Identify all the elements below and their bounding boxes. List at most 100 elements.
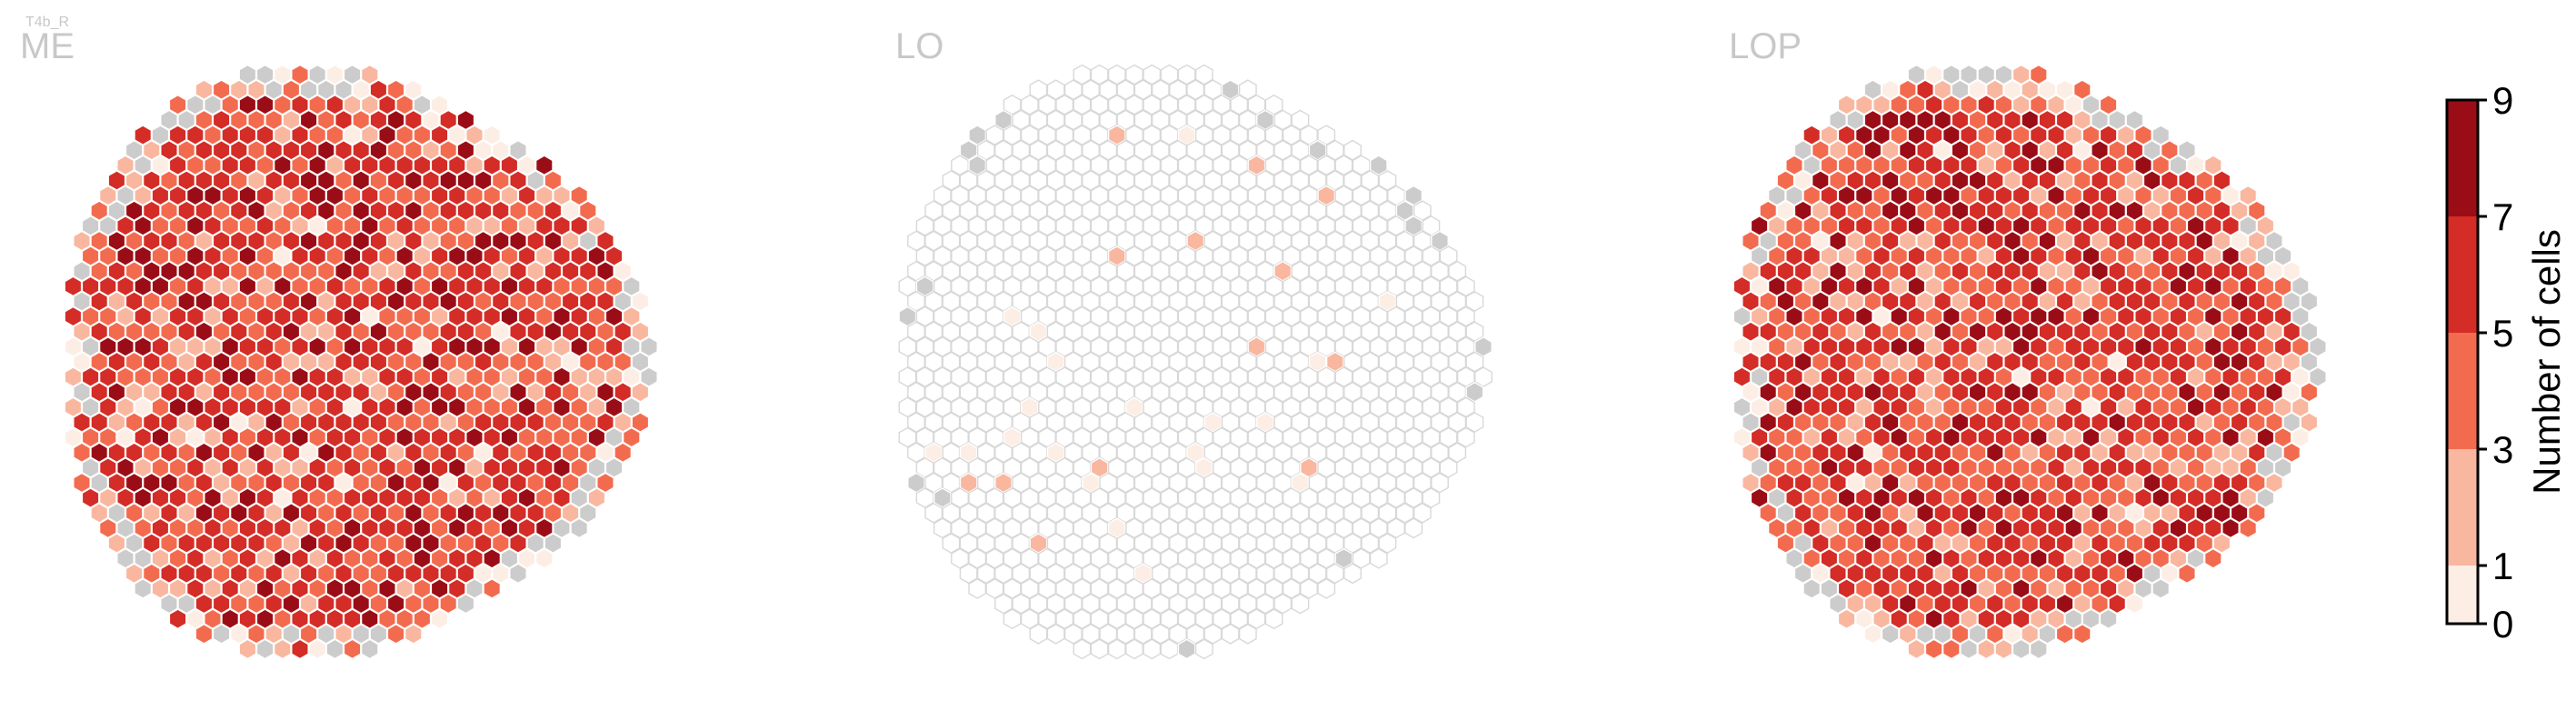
hex-cell xyxy=(1186,623,1205,645)
hex-cell xyxy=(1820,215,1839,236)
hex-cell xyxy=(1916,321,1934,343)
hex-cell xyxy=(509,381,527,403)
hex-cell xyxy=(378,215,396,236)
hex-cell xyxy=(1186,533,1205,554)
hex-cell xyxy=(1942,155,1961,176)
hex-cell xyxy=(160,381,178,403)
hex-cell xyxy=(1003,335,1022,357)
hex-cell xyxy=(282,291,301,312)
hex-cell xyxy=(229,291,248,312)
hex-cell xyxy=(1431,291,1449,312)
hex-cell xyxy=(325,64,344,85)
hex-cell xyxy=(395,517,414,539)
hex-cell xyxy=(1994,366,2013,388)
hex-cell xyxy=(1221,472,1240,494)
hex-cell xyxy=(898,275,917,297)
hex-cell xyxy=(1099,291,1118,312)
hex-cell xyxy=(1273,291,1293,312)
hex-cell xyxy=(2160,200,2179,222)
hex-cell xyxy=(1985,563,2004,585)
hex-cell xyxy=(2222,426,2240,448)
hex-cell xyxy=(534,185,554,206)
hex-cell xyxy=(1325,533,1344,554)
hex-cell xyxy=(369,412,388,433)
hex-cell xyxy=(1194,577,1213,599)
hex-cell xyxy=(1960,125,1978,146)
hex-cell xyxy=(2239,335,2258,357)
hex-cell xyxy=(107,442,126,464)
hex-cell xyxy=(160,200,178,222)
hex-cell xyxy=(951,456,969,478)
hex-cell xyxy=(526,230,545,252)
hex-cell xyxy=(1264,456,1283,478)
hex-cell xyxy=(1325,472,1344,494)
hex-cell xyxy=(2055,533,2074,554)
hex-cell xyxy=(1256,200,1274,222)
hex-cell xyxy=(422,442,440,464)
hex-cell xyxy=(2064,487,2083,509)
hex-cell xyxy=(1863,139,1882,161)
hex-cell xyxy=(1924,487,1943,509)
hex-cell xyxy=(1116,533,1135,554)
hex-cell xyxy=(491,442,510,464)
hex-cell xyxy=(2038,351,2057,373)
hex-cell xyxy=(553,426,571,448)
hex-cell xyxy=(1750,335,1769,357)
hex-cell xyxy=(2116,155,2135,176)
hex-cell xyxy=(491,139,510,161)
hex-cell xyxy=(1317,396,1336,418)
hex-cell xyxy=(343,456,362,478)
hex-cell xyxy=(2055,139,2074,161)
hex-cell xyxy=(1802,125,1822,146)
hex-cell xyxy=(1273,200,1293,222)
hex-cell xyxy=(447,547,466,569)
hex-cell xyxy=(1247,245,1266,267)
hex-cell xyxy=(1837,245,1856,267)
hex-cell xyxy=(1063,412,1083,433)
hex-cell xyxy=(1221,139,1240,161)
hex-cell xyxy=(1829,200,1847,222)
hex-cell xyxy=(395,305,414,327)
hex-cell xyxy=(221,577,240,599)
hex-cell xyxy=(273,608,292,630)
hex-cell xyxy=(2116,396,2135,418)
hex-cell xyxy=(570,456,589,478)
hex-cell xyxy=(1872,335,1891,357)
hex-cell xyxy=(1907,517,1926,539)
hex-cell xyxy=(483,245,502,267)
hex-cell xyxy=(994,593,1013,615)
hex-cell xyxy=(1960,638,1978,660)
hex-cell xyxy=(534,305,554,327)
hex-cell xyxy=(2003,170,2022,191)
hex-cell xyxy=(430,517,449,539)
hex-cell xyxy=(1160,215,1179,236)
hex-cell xyxy=(456,593,475,615)
hex-cell xyxy=(177,412,196,433)
hex-cell xyxy=(2055,200,2074,222)
hex-cell xyxy=(352,472,371,494)
hex-cell xyxy=(2152,456,2171,478)
hex-cell xyxy=(933,245,952,267)
hex-cell xyxy=(1811,139,1830,161)
hex-cell xyxy=(985,396,1004,418)
hex-cell xyxy=(151,517,170,539)
hex-cell xyxy=(976,200,995,222)
hex-cell xyxy=(247,563,265,585)
hex-cell xyxy=(2247,381,2266,403)
hex-cell xyxy=(1238,260,1257,282)
hex-cell xyxy=(1203,291,1223,312)
hex-cell xyxy=(604,426,624,448)
hex-cell xyxy=(2038,260,2057,282)
hex-cell xyxy=(2021,623,2040,645)
hex-cell xyxy=(413,125,432,146)
hex-cell xyxy=(1422,426,1441,448)
hex-cell xyxy=(1264,487,1283,509)
hex-cell xyxy=(1177,305,1196,327)
hex-cell xyxy=(1099,321,1118,343)
hex-cell xyxy=(1177,396,1196,418)
hex-cell xyxy=(1133,291,1153,312)
hex-cell xyxy=(483,426,502,448)
hex-cell xyxy=(1169,230,1187,252)
hex-cell xyxy=(976,412,995,433)
hex-cell xyxy=(2152,487,2171,509)
